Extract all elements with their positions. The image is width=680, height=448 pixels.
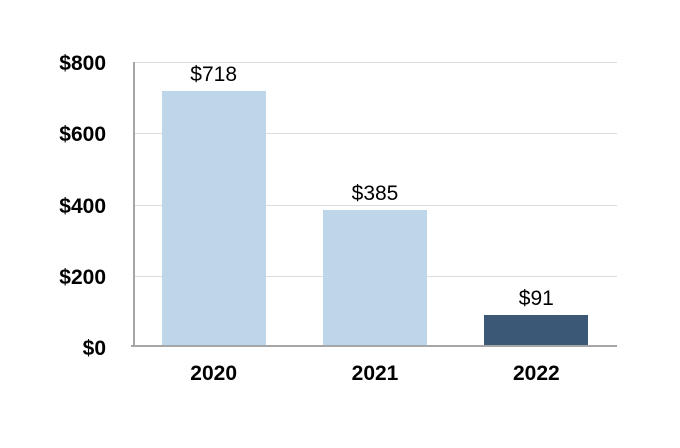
x-tick-label-2020: 2020 — [190, 362, 238, 385]
y-tick-label-600: $600 — [59, 123, 106, 147]
x-tick-label-2022: 2022 — [512, 362, 560, 385]
gridline-800 — [135, 62, 617, 63]
bar-2020 — [161, 91, 266, 347]
y-tick-label-200: $200 — [59, 265, 106, 289]
y-tick-label-400: $400 — [59, 194, 106, 218]
bar-2022 — [484, 314, 589, 347]
bar-value-label-2021: $385 — [351, 181, 399, 205]
x-axis-line — [131, 345, 617, 347]
y-tick-label-0: $0 — [82, 337, 106, 360]
bar-2021 — [323, 209, 427, 347]
bar-value-label-2020: $718 — [190, 63, 238, 87]
bar-value-label-2022: $91 — [518, 286, 554, 310]
y-tick-label-800: $800 — [59, 52, 106, 75]
x-tick-label-2021: 2021 — [351, 362, 399, 385]
plot-area — [133, 62, 617, 347]
gridline-400 — [135, 204, 617, 206]
gridline-600 — [135, 133, 617, 135]
